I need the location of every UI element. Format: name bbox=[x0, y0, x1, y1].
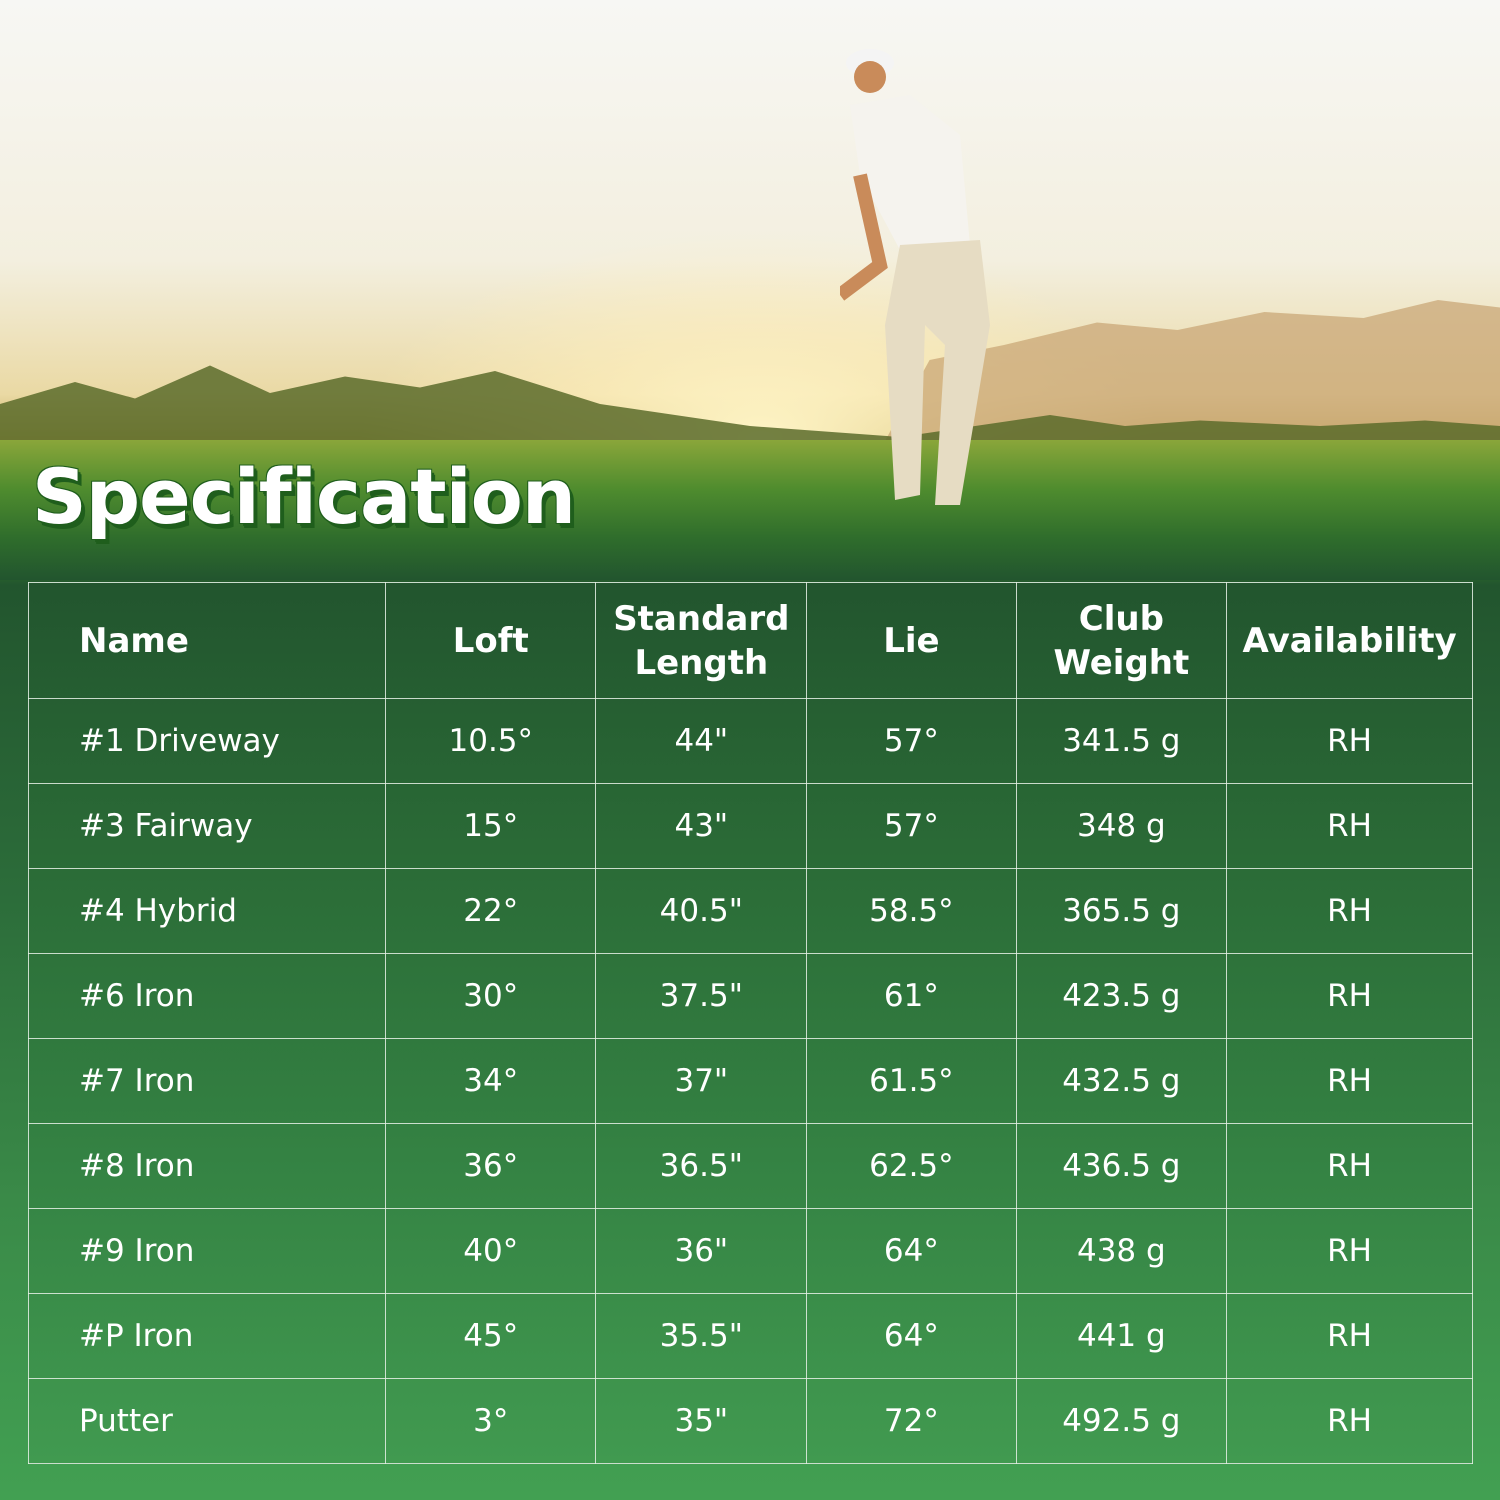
column-header: Standard Length bbox=[595, 582, 808, 699]
header-row: Name Loft Standard Length Lie Club Weight Ava… bbox=[27, 582, 1473, 699]
table-cell: #8 Iron bbox=[27, 1123, 387, 1209]
table-cell: 36.5" bbox=[595, 1123, 808, 1209]
table-cell: RH bbox=[1226, 698, 1473, 784]
table-cell: #3 Fairway bbox=[27, 783, 387, 869]
table-cell: 3° bbox=[385, 1378, 597, 1464]
table-cell: #4 Hybrid bbox=[27, 868, 387, 954]
table-cell: #1 Driveway bbox=[27, 698, 387, 784]
table-row: #3 Fairway 15° 43" 57° 348 g RH bbox=[27, 783, 1473, 869]
table-cell: 438 g bbox=[1015, 1208, 1228, 1294]
table-cell: 35" bbox=[595, 1378, 808, 1464]
table-cell: RH bbox=[1226, 868, 1473, 954]
table-row: #8 Iron 36° 36.5" 62.5° 436.5 g RH bbox=[27, 1123, 1473, 1209]
table-cell: 30° bbox=[385, 953, 597, 1039]
table-cell: 35.5" bbox=[595, 1293, 808, 1379]
table-cell: RH bbox=[1226, 953, 1473, 1039]
golfer-illustration bbox=[840, 49, 990, 505]
table-cell: RH bbox=[1226, 783, 1473, 869]
table-row: #P Iron 45° 35.5" 64° 441 g RH bbox=[27, 1293, 1473, 1379]
table-cell: #6 Iron bbox=[27, 953, 387, 1039]
table-cell: 62.5° bbox=[806, 1123, 1017, 1209]
table-cell: 64° bbox=[806, 1293, 1017, 1379]
specification-table: Name Loft Standard Length Lie Club Weight Ava… bbox=[27, 582, 1473, 1464]
table-cell: 436.5 g bbox=[1015, 1123, 1228, 1209]
table-cell: RH bbox=[1226, 1038, 1473, 1124]
table-row: #6 Iron 30° 37.5" 61° 423.5 g RH bbox=[27, 953, 1473, 1039]
table-cell: RH bbox=[1226, 1378, 1473, 1464]
column-header: Loft bbox=[385, 582, 597, 699]
table-cell: 64° bbox=[806, 1208, 1017, 1294]
hero-photo bbox=[0, 0, 1500, 580]
table-cell: 36° bbox=[385, 1123, 597, 1209]
table-cell: 37" bbox=[595, 1038, 808, 1124]
column-header: Name bbox=[27, 582, 387, 699]
table-cell: 22° bbox=[385, 868, 597, 954]
table-cell: 492.5 g bbox=[1015, 1378, 1228, 1464]
table-row: #1 Driveway 10.5° 44" 57° 341.5 g RH bbox=[27, 698, 1473, 784]
table-cell: 423.5 g bbox=[1015, 953, 1228, 1039]
table-cell: 61.5° bbox=[806, 1038, 1017, 1124]
table-cell: Putter bbox=[27, 1378, 387, 1464]
table-cell: 43" bbox=[595, 783, 808, 869]
table-cell: 45° bbox=[385, 1293, 597, 1379]
column-header: Availability bbox=[1226, 582, 1473, 699]
table-cell: 432.5 g bbox=[1015, 1038, 1228, 1124]
table-cell: 365.5 g bbox=[1015, 868, 1228, 954]
table-cell: RH bbox=[1226, 1123, 1473, 1209]
page-title: Specification bbox=[32, 452, 576, 541]
table-cell: 44" bbox=[595, 698, 808, 784]
table-cell: #9 Iron bbox=[27, 1208, 387, 1294]
table-cell: 57° bbox=[806, 783, 1017, 869]
table-cell: 10.5° bbox=[385, 698, 597, 784]
table-cell: #7 Iron bbox=[27, 1038, 387, 1124]
table-cell: 72° bbox=[806, 1378, 1017, 1464]
table-cell: #P Iron bbox=[27, 1293, 387, 1379]
table-row: Putter 3° 35" 72° 492.5 g RH bbox=[27, 1378, 1473, 1464]
table-cell: 348 g bbox=[1015, 783, 1228, 869]
table-row: #4 Hybrid 22° 40.5" 58.5° 365.5 g RH bbox=[27, 868, 1473, 954]
table-cell: 15° bbox=[385, 783, 597, 869]
table-cell: RH bbox=[1226, 1208, 1473, 1294]
table-cell: 34° bbox=[385, 1038, 597, 1124]
table-cell: 58.5° bbox=[806, 868, 1017, 954]
table-cell: 441 g bbox=[1015, 1293, 1228, 1379]
table-cell: 40.5" bbox=[595, 868, 808, 954]
table-cell: 40° bbox=[385, 1208, 597, 1294]
table-row: #7 Iron 34° 37" 61.5° 432.5 g RH bbox=[27, 1038, 1473, 1124]
table-cell: 341.5 g bbox=[1015, 698, 1228, 784]
column-header: Lie bbox=[806, 582, 1017, 699]
table-cell: 57° bbox=[806, 698, 1017, 784]
grass bbox=[0, 440, 1500, 580]
table-cell: 37.5" bbox=[595, 953, 808, 1039]
table-cell: 36" bbox=[595, 1208, 808, 1294]
column-header: Club Weight bbox=[1015, 582, 1228, 699]
table-cell: RH bbox=[1226, 1293, 1473, 1379]
table-row: #9 Iron 40° 36" 64° 438 g RH bbox=[27, 1208, 1473, 1294]
table-cell: 61° bbox=[806, 953, 1017, 1039]
